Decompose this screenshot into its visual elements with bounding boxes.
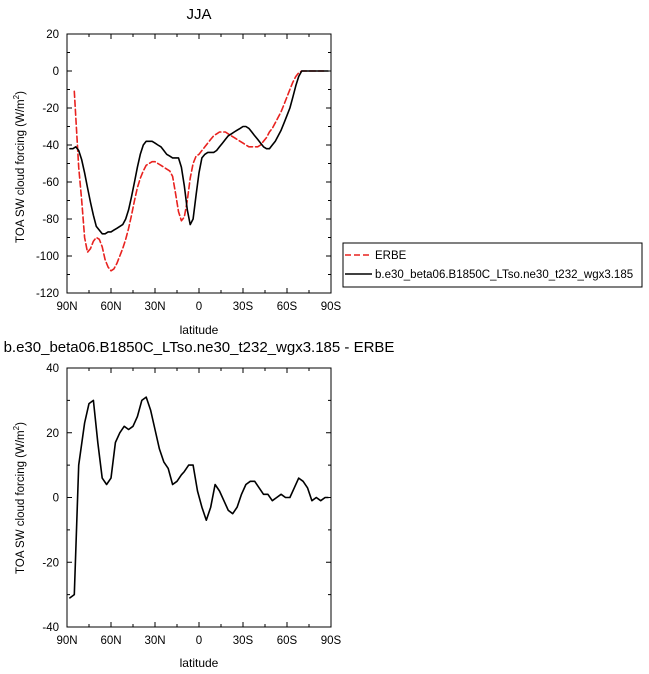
top-plot-frame	[66, 33, 332, 294]
bottom-x-axis-label: latitude	[180, 656, 219, 670]
bottom-x-tick-label: 90S	[321, 635, 342, 647]
top-x-tick-label: 30S	[233, 301, 254, 313]
top-x-tick-label: 90S	[321, 301, 342, 313]
top-y-axis-label-superscript: 2	[12, 94, 21, 99]
top-chart-title: JJA	[186, 6, 211, 23]
top-y-tick-label: -20	[42, 103, 59, 115]
svg-text:TOA SW cloud forcing (W/m2): TOA SW cloud forcing (W/m2)	[12, 91, 27, 243]
bottom-y-tick-label: -20	[42, 557, 59, 569]
legend-box	[342, 242, 643, 288]
top-y-tick-label: -100	[36, 251, 59, 263]
bottom-x-tick-label: 30N	[144, 635, 165, 647]
legend-label-erbe: ERBE	[375, 250, 407, 262]
bottom-x-tick-label: 60N	[100, 635, 121, 647]
top-x-axis-label: latitude	[180, 323, 219, 337]
top-axis-ticks: 90N 60N 30N 0 30S 60S 90S 20 0 -20 -40 -60 -80 -100 -1…	[36, 29, 342, 313]
top-x-tick-label: 60N	[100, 301, 121, 313]
top-series-line-model	[69, 70, 329, 235]
bottom-series-line-difference	[69, 396, 329, 599]
bottom-y-axis-label-superscript: 2	[12, 425, 21, 430]
top-y-axis-label-main: TOA SW cloud forcing (W/m	[15, 99, 27, 243]
bottom-panel: b.e30_beta06.B1850C_LTso.ne30_t232_wgx3.…	[4, 339, 395, 670]
bottom-plot-frame	[66, 367, 332, 628]
top-y-tick-label: -120	[36, 288, 59, 300]
bottom-x-tick-label: 0	[196, 635, 202, 647]
bottom-x-tick-label: 60S	[277, 635, 298, 647]
bottom-y-tick-label: -40	[42, 622, 59, 634]
top-x-tick-label: 30N	[144, 301, 165, 313]
top-series	[69, 70, 329, 272]
top-y-tick-label: 20	[46, 29, 59, 41]
top-y-tick-label: -40	[42, 140, 59, 152]
bottom-x-tick-label: 30S	[233, 635, 254, 647]
svg-text:TOA SW cloud forcing (W/m2): TOA SW cloud forcing (W/m2)	[12, 422, 27, 574]
bottom-y-tick-label: 20	[46, 428, 59, 440]
top-y-tick-label: -60	[42, 177, 59, 189]
bottom-y-tick-label: 40	[46, 363, 59, 375]
bottom-axis-ticks: 90N 60N 30N 0 30S 60S 90S 40 20 0 -20 -40	[42, 363, 341, 647]
top-x-tick-label: 0	[196, 301, 202, 313]
bottom-y-axis-label-end: )	[15, 422, 27, 426]
top-x-tick-label: 60S	[277, 301, 298, 313]
bottom-y-axis-label: TOA SW cloud forcing (W/m2)	[12, 422, 27, 574]
top-panel: JJA TOA SW cloud forcing (W/m2) 90N 60N 30…	[12, 6, 342, 337]
top-y-tick-label: 0	[53, 66, 59, 78]
bottom-chart-title: b.e30_beta06.B1850C_LTso.ne30_t232_wgx3.…	[4, 339, 395, 356]
legend: ERBE b.e30_beta06.B1850C_LTso.ne30_t232_…	[342, 242, 643, 288]
top-x-tick-label: 90N	[56, 301, 77, 313]
bottom-y-tick-label: 0	[53, 493, 59, 505]
top-y-axis-label: TOA SW cloud forcing (W/m2)	[12, 91, 27, 243]
top-y-axis-label-end: )	[15, 91, 27, 95]
top-series-line-erbe	[73, 70, 325, 272]
bottom-x-tick-label: 90N	[56, 635, 77, 647]
bottom-y-axis-label-main: TOA SW cloud forcing (W/m	[15, 430, 27, 574]
top-y-tick-label: -80	[42, 214, 59, 226]
legend-label-model: b.e30_beta06.B1850C_LTso.ne30_t232_wgx3.…	[375, 269, 633, 281]
bottom-series	[69, 396, 329, 599]
